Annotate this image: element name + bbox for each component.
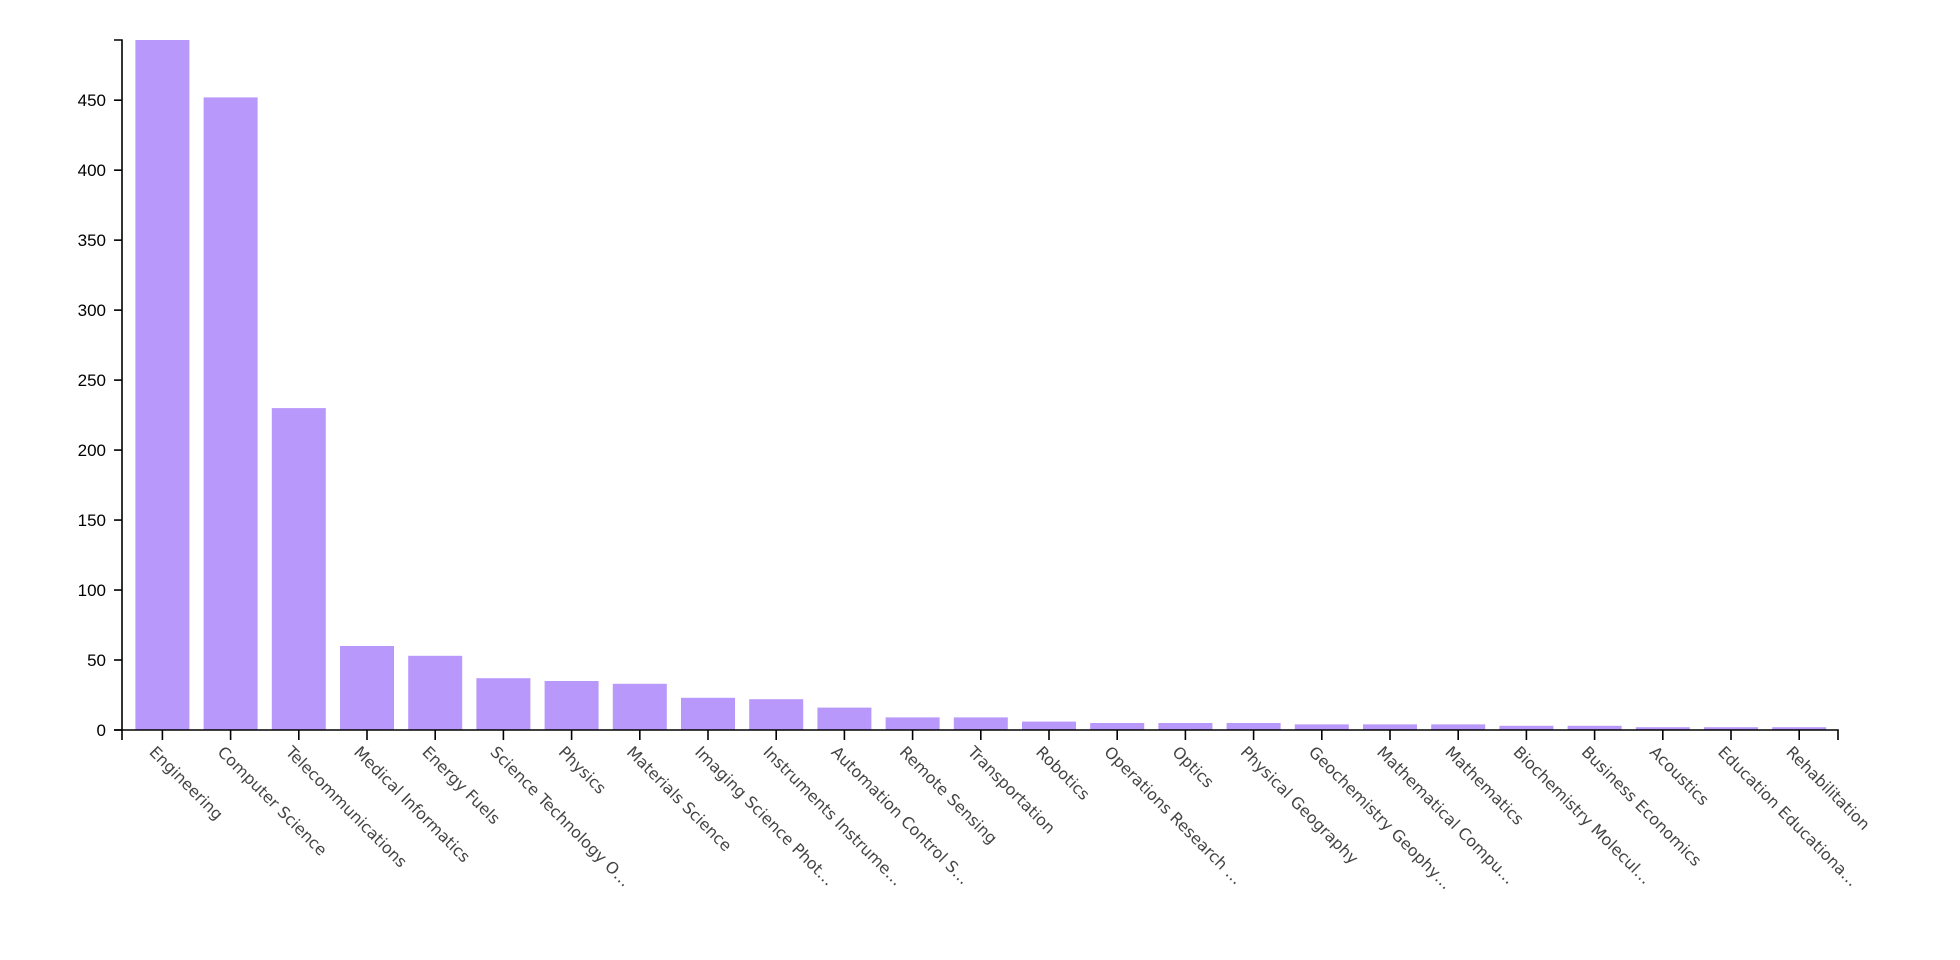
- bar-3[interactable]: [340, 646, 394, 730]
- bar-2[interactable]: [271, 408, 326, 730]
- bar-4[interactable]: [408, 655, 463, 730]
- x-tick-label-21: Business Economics: [1578, 742, 1706, 870]
- bar-7[interactable]: [612, 683, 667, 730]
- bar-11[interactable]: [885, 717, 940, 730]
- bar-23[interactable]: [1704, 727, 1758, 730]
- y-tick-label-3: 150: [78, 511, 106, 530]
- bar-22[interactable]: [1635, 727, 1690, 730]
- x-tick-label-20: Biochemistry Molecul…: [1510, 742, 1656, 888]
- bar-12[interactable]: [953, 717, 1008, 730]
- y-tick-label-1: 50: [87, 651, 106, 670]
- x-tick-label-18: Mathematical Compu…: [1373, 742, 1519, 888]
- bar-5[interactable]: [476, 678, 531, 730]
- y-tick-label-0: 0: [97, 721, 106, 740]
- x-tick-label-3: Medical Informatics: [350, 742, 474, 866]
- y-axis: 0 50 100 150 200 250 300 350 400 450: [78, 39, 123, 740]
- x-tick-label-8: Imaging Science Phot…: [691, 742, 838, 889]
- bar-21[interactable]: [1567, 725, 1622, 730]
- bar-13[interactable]: [1022, 721, 1076, 730]
- bars-group: [135, 40, 1827, 730]
- bar-16[interactable]: [1226, 723, 1281, 730]
- bar-20[interactable]: [1499, 725, 1554, 730]
- bar-8[interactable]: [681, 697, 735, 730]
- bar-1[interactable]: [203, 97, 258, 730]
- y-tick-label-5: 250: [78, 371, 106, 390]
- bar-14[interactable]: [1090, 723, 1145, 730]
- x-tick-label-14: Operations Research …: [1100, 742, 1246, 888]
- x-tick-label-23: Education Educationa…: [1714, 742, 1862, 890]
- x-tick-label-2: Telecommunications: [281, 742, 411, 872]
- bar-19[interactable]: [1431, 724, 1486, 730]
- y-tick-label-4: 200: [78, 441, 106, 460]
- x-tick-label-9: Instruments Instrume…: [759, 742, 906, 889]
- y-tick-label-2: 100: [78, 581, 106, 600]
- x-tick-label-22: Acoustics: [1646, 742, 1713, 809]
- bar-24[interactable]: [1772, 727, 1827, 730]
- bar-6[interactable]: [544, 681, 599, 730]
- bar-0[interactable]: [135, 40, 190, 730]
- y-tick-label-7: 350: [78, 231, 106, 250]
- x-tick-label-17: Geochemistry Geophy…: [1305, 742, 1456, 893]
- bar-17[interactable]: [1294, 724, 1349, 730]
- bar-15[interactable]: [1158, 723, 1213, 730]
- x-tick-label-15: Optics: [1169, 742, 1218, 791]
- y-tick-label-8: 400: [78, 161, 106, 180]
- bar-18[interactable]: [1363, 724, 1417, 730]
- y-tick-label-6: 300: [78, 301, 106, 320]
- x-tick-label-13: Robotics: [1032, 742, 1094, 804]
- x-tick-label-6: Physics: [555, 742, 610, 797]
- x-tick-label-16: Physical Geography: [1237, 742, 1363, 868]
- x-tick-label-5: Science Technology O…: [487, 742, 635, 890]
- y-axis-line: [114, 39, 123, 731]
- y-tick-label-9: 450: [78, 91, 106, 110]
- bar-9[interactable]: [749, 699, 804, 730]
- x-tick-label-10: Automation Control S…: [828, 742, 974, 888]
- bar-10[interactable]: [817, 707, 872, 730]
